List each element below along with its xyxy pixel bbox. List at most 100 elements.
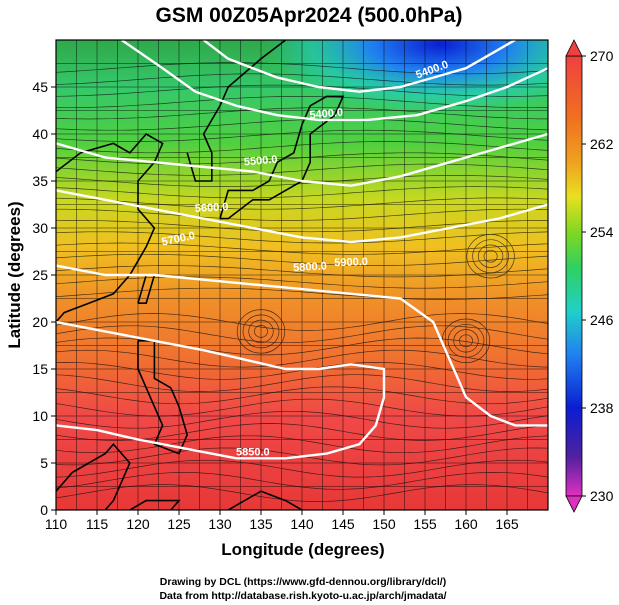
y-tick-label: 20 bbox=[32, 314, 48, 330]
streamline bbox=[56, 435, 548, 454]
y-tick-label: 5 bbox=[40, 455, 48, 471]
circulation-ring bbox=[248, 319, 274, 344]
y-tick-label: 25 bbox=[32, 267, 48, 283]
streamline bbox=[56, 386, 548, 405]
streamline bbox=[56, 96, 548, 109]
coastline-segment bbox=[137, 340, 189, 455]
x-tick-label: 140 bbox=[290, 516, 314, 532]
colorbar-max-arrow bbox=[565, 39, 583, 57]
streamline bbox=[56, 118, 548, 131]
x-tick-label: 125 bbox=[167, 516, 191, 532]
colorbar-label: 230 bbox=[590, 488, 614, 504]
colorbar-label: 270 bbox=[590, 48, 614, 64]
y-tick-label: 10 bbox=[32, 408, 48, 424]
colorbar-min-arrow bbox=[565, 495, 583, 513]
credit-data: Data from http://database.rish.kyoto-u.a… bbox=[159, 590, 446, 602]
coastlines bbox=[56, 40, 345, 510]
circulation-ring bbox=[453, 329, 479, 353]
y-tick-label: 30 bbox=[32, 220, 48, 236]
y-tick-label: 35 bbox=[32, 173, 48, 189]
contour-labels: 5400.05400.05500.05600.05700.05800.05850… bbox=[161, 59, 450, 459]
contour-label: 5800.0 bbox=[293, 260, 327, 274]
streamline bbox=[56, 208, 548, 221]
coastline-segment bbox=[227, 490, 303, 510]
streamline bbox=[56, 107, 548, 120]
plot-area: 5400.05400.05500.05600.05700.05800.05850… bbox=[56, 40, 548, 510]
y-tick-label: 40 bbox=[32, 126, 48, 142]
height-contour bbox=[120, 40, 548, 122]
x-tick-label: 110 bbox=[45, 516, 68, 532]
streamline bbox=[56, 287, 548, 300]
streamline bbox=[56, 73, 548, 86]
circulation-ring bbox=[242, 314, 280, 349]
x-axis-label: Longitude (degrees) bbox=[221, 540, 384, 559]
height-contour bbox=[56, 264, 548, 427]
streamline bbox=[56, 398, 548, 417]
height-contour bbox=[56, 320, 386, 460]
streamline bbox=[56, 129, 548, 142]
contour-label: 5400.0 bbox=[309, 107, 344, 122]
circulation-ring bbox=[254, 325, 268, 338]
height-contour bbox=[202, 40, 516, 93]
x-tick-label: 155 bbox=[413, 516, 437, 532]
colorbar-label: 246 bbox=[590, 312, 614, 328]
streamline bbox=[56, 253, 548, 266]
x-tick-label: 135 bbox=[249, 516, 273, 532]
circulation-ring bbox=[447, 323, 485, 358]
streamline bbox=[56, 220, 548, 233]
x-axis-ticks: 110 115 120 125 130 135 140 145 150 155 160 165 bbox=[45, 510, 519, 532]
x-tick-label: 150 bbox=[372, 516, 396, 532]
streamline bbox=[56, 141, 548, 154]
coastline-segment bbox=[129, 499, 181, 510]
contour-label: 5900.0 bbox=[334, 256, 368, 269]
streamline bbox=[56, 242, 548, 255]
colorbar-label: 254 bbox=[590, 224, 614, 240]
y-tick-label: 45 bbox=[32, 79, 48, 95]
coastline-segment bbox=[56, 132, 164, 323]
streamline bbox=[56, 374, 548, 392]
y-tick-label: 0 bbox=[40, 502, 48, 518]
streamline bbox=[56, 484, 548, 502]
circulation-ring bbox=[472, 239, 509, 274]
streamline bbox=[56, 231, 548, 244]
colorbar: 270 262 254 246 238 230 bbox=[565, 39, 614, 513]
streamline bbox=[56, 62, 548, 75]
streamline bbox=[56, 459, 548, 478]
contour-label: 5850.0 bbox=[236, 446, 270, 458]
streamline bbox=[56, 337, 548, 356]
x-tick-label: 160 bbox=[454, 516, 478, 532]
streamline bbox=[56, 472, 548, 490]
streamline bbox=[56, 276, 548, 289]
contour-label: 5600.0 bbox=[195, 201, 229, 215]
height-contour bbox=[56, 132, 548, 187]
coastline-segment bbox=[56, 442, 131, 510]
height-contours bbox=[56, 40, 548, 460]
streamline bbox=[56, 313, 548, 331]
streamline bbox=[56, 84, 548, 97]
y-tick-label: 15 bbox=[32, 361, 48, 377]
x-tick-label: 145 bbox=[331, 516, 355, 532]
x-tick-label: 165 bbox=[495, 516, 519, 532]
streamline bbox=[56, 163, 548, 176]
figure-title: GSM 00Z05Apr2024 (500.0hPa) bbox=[156, 4, 463, 27]
circulation-ring bbox=[466, 234, 515, 279]
streamline bbox=[56, 152, 548, 165]
streamline bbox=[56, 325, 548, 344]
circulation-ring bbox=[477, 244, 504, 268]
circulation-ring bbox=[459, 334, 473, 348]
y-axis-label: Latitude (degrees) bbox=[5, 201, 24, 348]
y-axis-ticks: 0 5 10 15 20 25 30 35 40 45 bbox=[32, 79, 56, 518]
x-tick-label: 115 bbox=[86, 516, 109, 532]
circulation-ring bbox=[236, 309, 286, 354]
streamline bbox=[56, 410, 548, 429]
contour-label: 5500.0 bbox=[243, 154, 278, 169]
x-tick-label: 130 bbox=[208, 516, 232, 532]
coastline-segment bbox=[219, 95, 345, 220]
x-tick-label: 120 bbox=[126, 516, 150, 532]
circulation-ring bbox=[483, 249, 498, 263]
streamline bbox=[56, 265, 548, 278]
height-contour bbox=[56, 189, 548, 244]
colorbar-label: 238 bbox=[590, 400, 614, 416]
colorbar-body bbox=[565, 55, 583, 497]
